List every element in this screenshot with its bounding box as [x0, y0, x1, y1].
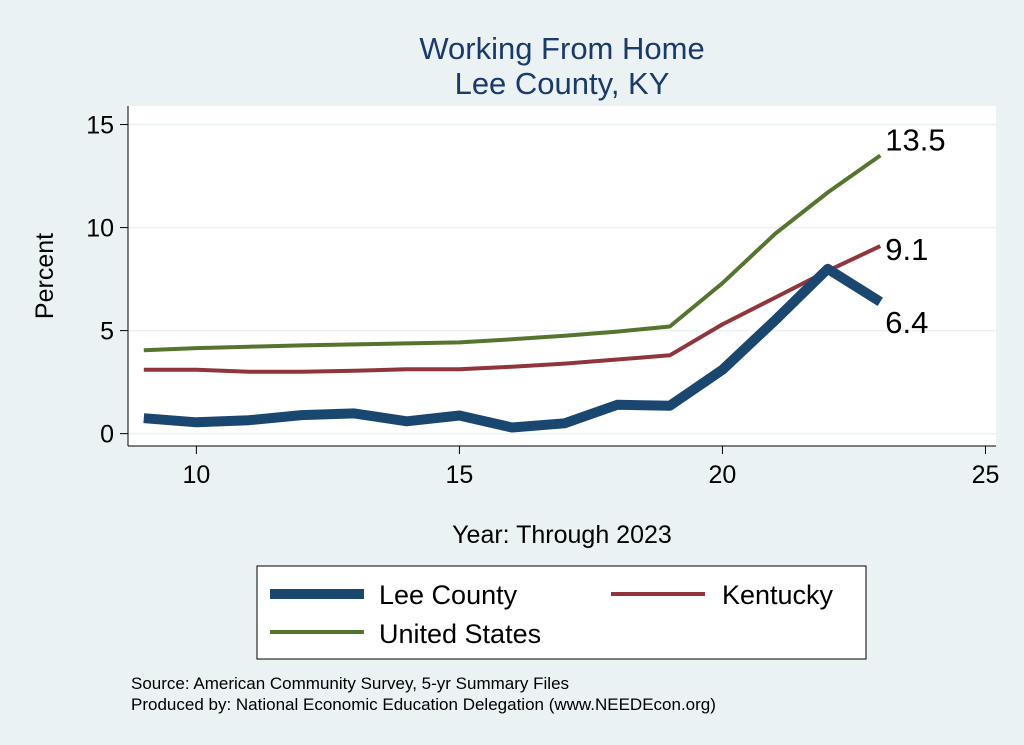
chart-subtitle: Lee County, KY [455, 66, 670, 101]
source-note: Source: American Community Survey, 5-yr … [131, 674, 569, 693]
legend-label-united-states: United States [379, 619, 541, 649]
legend-label-kentucky: Kentucky [722, 580, 834, 610]
y-tick-label-0: 0 [100, 421, 114, 449]
end-label-united-states: 13.5 [885, 122, 945, 157]
y-tick-label-15: 15 [86, 112, 114, 140]
end-label-kentucky: 9.1 [885, 232, 928, 267]
series-line-lee-county [143, 263, 883, 433]
x-axis-title: Year: Through 2023 [452, 521, 672, 549]
producer-note: Produced by: National Economic Education… [131, 695, 716, 714]
gridlines [128, 123, 996, 435]
y-ticks: 0 5 10 15 [86, 112, 128, 449]
plot-area [128, 106, 996, 446]
legend-label-lee-county: Lee County [379, 580, 518, 610]
series-line-kentucky [143, 244, 882, 374]
y-axis-title: Percent [31, 233, 59, 319]
end-label-lee-county: 6.4 [885, 305, 928, 340]
x-tick-label-10: 10 [182, 461, 210, 489]
axes [127, 106, 996, 447]
legend: Lee County Kentucky United States [256, 565, 867, 660]
y-tick-label-5: 5 [100, 318, 114, 346]
x-tick-label-15: 15 [446, 461, 474, 489]
y-tick-label-10: 10 [86, 215, 114, 243]
x-tick-label-20: 20 [709, 461, 737, 489]
x-tick-label-25: 25 [972, 461, 1000, 489]
end-labels: 6.4 9.1 13.5 [885, 122, 945, 339]
series-lines [143, 153, 883, 433]
series-line-united-states [143, 153, 882, 353]
legend-box [256, 565, 867, 660]
x-ticks: 10 15 20 25 [182, 446, 999, 489]
chart-title: Working From Home [419, 31, 704, 66]
